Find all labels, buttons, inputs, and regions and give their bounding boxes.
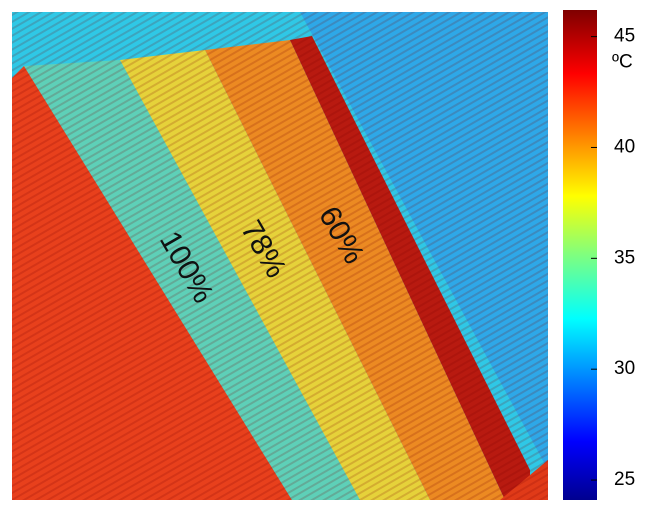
colorbar-tick-label: 45 bbox=[614, 26, 635, 47]
colorbar-tick-label: 35 bbox=[614, 247, 635, 268]
thermal-figure: 100%78%60%2530354045ºC bbox=[0, 0, 656, 511]
colorbar-tick-label: 40 bbox=[614, 136, 635, 157]
colorbar-tick-label: 30 bbox=[614, 358, 635, 379]
colorbar-unit: ºC bbox=[612, 52, 633, 73]
colorbar-tick-label: 25 bbox=[614, 469, 635, 490]
colorbar bbox=[563, 10, 597, 500]
